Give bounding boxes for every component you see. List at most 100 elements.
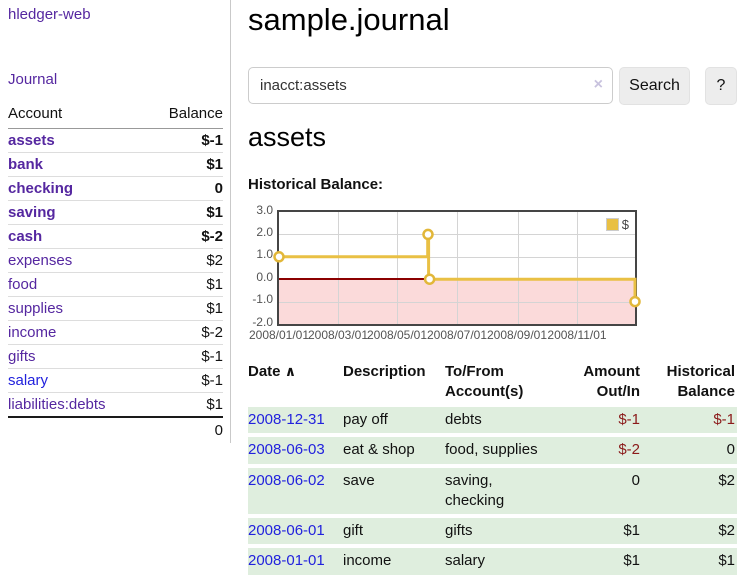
account-row: assets $-1 <box>8 128 223 153</box>
data-point-marker <box>629 295 641 308</box>
x-axis-tick-label: 2008/05/01 <box>366 328 428 342</box>
gridline-vertical <box>457 212 458 324</box>
transaction-balance: $1 <box>642 548 737 575</box>
register-header-row: Date ∧ Description To/From Account(s) Am… <box>248 360 737 403</box>
transaction-date-link[interactable]: 2008-06-03 <box>248 441 325 459</box>
transaction-date-link[interactable]: 2008-12-31 <box>248 411 325 428</box>
y-axis-tick-label: 2.0 <box>256 224 273 239</box>
sidebar-item-journal[interactable]: Journal <box>8 71 58 88</box>
search-form: × Search ? <box>248 67 737 105</box>
legend-label: $ <box>621 217 629 232</box>
account-link-supplies[interactable]: supplies <box>8 300 64 317</box>
gridline-horizontal <box>279 257 635 258</box>
gridline-horizontal <box>279 302 635 303</box>
balance-column-header: Balance <box>146 102 223 129</box>
account-row: expenses $2 <box>8 248 223 273</box>
page-title: sample.journal <box>248 2 450 37</box>
transaction-description: gift <box>343 518 445 545</box>
account-heading: assets <box>248 122 327 152</box>
x-axis-tick-label: 2008/01/01 <box>248 328 310 342</box>
date-column-header[interactable]: Date ∧ <box>248 360 343 403</box>
account-row: gifts $-1 <box>8 344 223 369</box>
gridline-horizontal <box>279 234 635 235</box>
transaction-date-link[interactable]: 2008-06-02 <box>248 471 325 489</box>
data-point-marker <box>422 228 434 241</box>
account-link-bank[interactable]: bank <box>8 156 44 173</box>
account-link-liabilities-debts[interactable]: liabilities:debts <box>8 396 106 413</box>
transaction-date-link[interactable]: 2008-06-01 <box>248 522 325 539</box>
account-balance: $1 <box>146 296 223 321</box>
register-row: 2008-01-01 income salary $1 $1 <box>248 548 737 575</box>
transaction-balance: $-1 <box>642 407 737 434</box>
register-table: Date ∧ Description To/From Account(s) Am… <box>248 356 737 579</box>
transaction-amount: $1 <box>557 518 642 545</box>
account-link-cash[interactable]: cash <box>8 228 43 245</box>
clear-search-icon[interactable]: × <box>593 76 603 93</box>
register-row: 2008-06-01 gift gifts $1 $2 <box>248 518 737 545</box>
y-axis-tick-label: 3.0 <box>256 202 273 217</box>
y-axis-tick-label: -1.0 <box>252 292 273 307</box>
transaction-accounts: food, supplies <box>445 437 557 464</box>
transaction-balance: $2 <box>642 467 737 514</box>
account-link-food[interactable]: food <box>8 276 38 293</box>
balance-series-line <box>273 228 641 308</box>
register-row: 2008-12-31 pay off debts $-1 $-1 <box>248 407 737 434</box>
transaction-balance: $2 <box>642 518 737 545</box>
transaction-accounts: saving, checking <box>445 467 557 514</box>
account-balance: $1 <box>146 152 223 177</box>
search-button[interactable]: Search <box>619 67 690 105</box>
gridline-vertical <box>577 212 578 324</box>
transaction-description: income <box>343 548 445 575</box>
transaction-date-link[interactable]: 2008-01-01 <box>248 552 325 570</box>
account-row: income $-2 <box>8 320 223 345</box>
account-row: checking 0 <box>8 176 223 201</box>
data-point-marker <box>423 273 436 285</box>
gridline-vertical <box>518 212 519 324</box>
accounts-total-value: 0 <box>146 416 223 443</box>
account-balance: $1 <box>206 396 223 413</box>
x-axis-tick-label: 2008/11/01 <box>547 328 607 342</box>
account-link-salary[interactable]: salary <box>8 372 49 389</box>
account-link-checking[interactable]: checking <box>8 180 74 197</box>
transaction-accounts: salary <box>445 548 557 575</box>
transaction-amount: $-2 <box>557 437 642 464</box>
search-box: × <box>248 67 613 105</box>
accounts-total-row: 0 <box>8 416 223 443</box>
search-input[interactable] <box>248 67 613 104</box>
transaction-accounts: debts <box>445 407 557 434</box>
x-axis-tick-label: 2008/07/01 <box>426 328 488 342</box>
account-link-gifts[interactable]: gifts <box>8 348 36 365</box>
transaction-amount: $-1 <box>557 407 642 434</box>
account-balance: $-1 <box>146 368 223 393</box>
account-link-expenses[interactable]: expenses <box>8 252 73 269</box>
account-balance: 0 <box>146 176 223 201</box>
date-header-label: Date <box>248 363 281 380</box>
app-title-link[interactable]: hledger-web <box>8 6 91 23</box>
account-row: saving $1 <box>8 200 223 225</box>
plot-area: $ <box>273 210 641 326</box>
account-link-saving[interactable]: saving <box>8 204 56 221</box>
chart-legend: $ <box>603 216 631 233</box>
help-button[interactable]: ? <box>705 67 737 105</box>
account-balance: $-1 <box>146 128 223 153</box>
account-link-income[interactable]: income <box>8 324 57 341</box>
balance-column-header: Historical Balance <box>666 363 735 400</box>
gridline-vertical <box>338 212 339 324</box>
gridline-vertical <box>397 212 398 324</box>
x-axis-tick-label: 2008/03/01 <box>307 328 369 342</box>
x-axis-tick-label: 2008/09/01 <box>486 328 548 342</box>
sort-ascending-icon: ∧ <box>284 363 297 379</box>
account-row: salary $-1 <box>8 368 223 393</box>
account-row: cash $-2 <box>8 224 223 249</box>
account-balance: $-2 <box>146 320 223 345</box>
accounts-column-header: To/From Account(s) <box>445 363 524 400</box>
account-row: liabilities:debts $1 <box>8 393 223 418</box>
register-row: 2008-06-03 eat & shop food, supplies $-2… <box>248 437 737 464</box>
account-row: bank $1 <box>8 152 223 177</box>
account-balance: $1 <box>146 272 223 297</box>
account-balance: $2 <box>146 248 223 273</box>
account-link-assets[interactable]: assets <box>8 132 55 149</box>
y-axis-tick-label: 0.0 <box>256 269 273 284</box>
amount-column-header: Amount Out/In <box>583 363 640 400</box>
sidebar: hledger-web Journal Account Balance asse… <box>0 0 231 443</box>
